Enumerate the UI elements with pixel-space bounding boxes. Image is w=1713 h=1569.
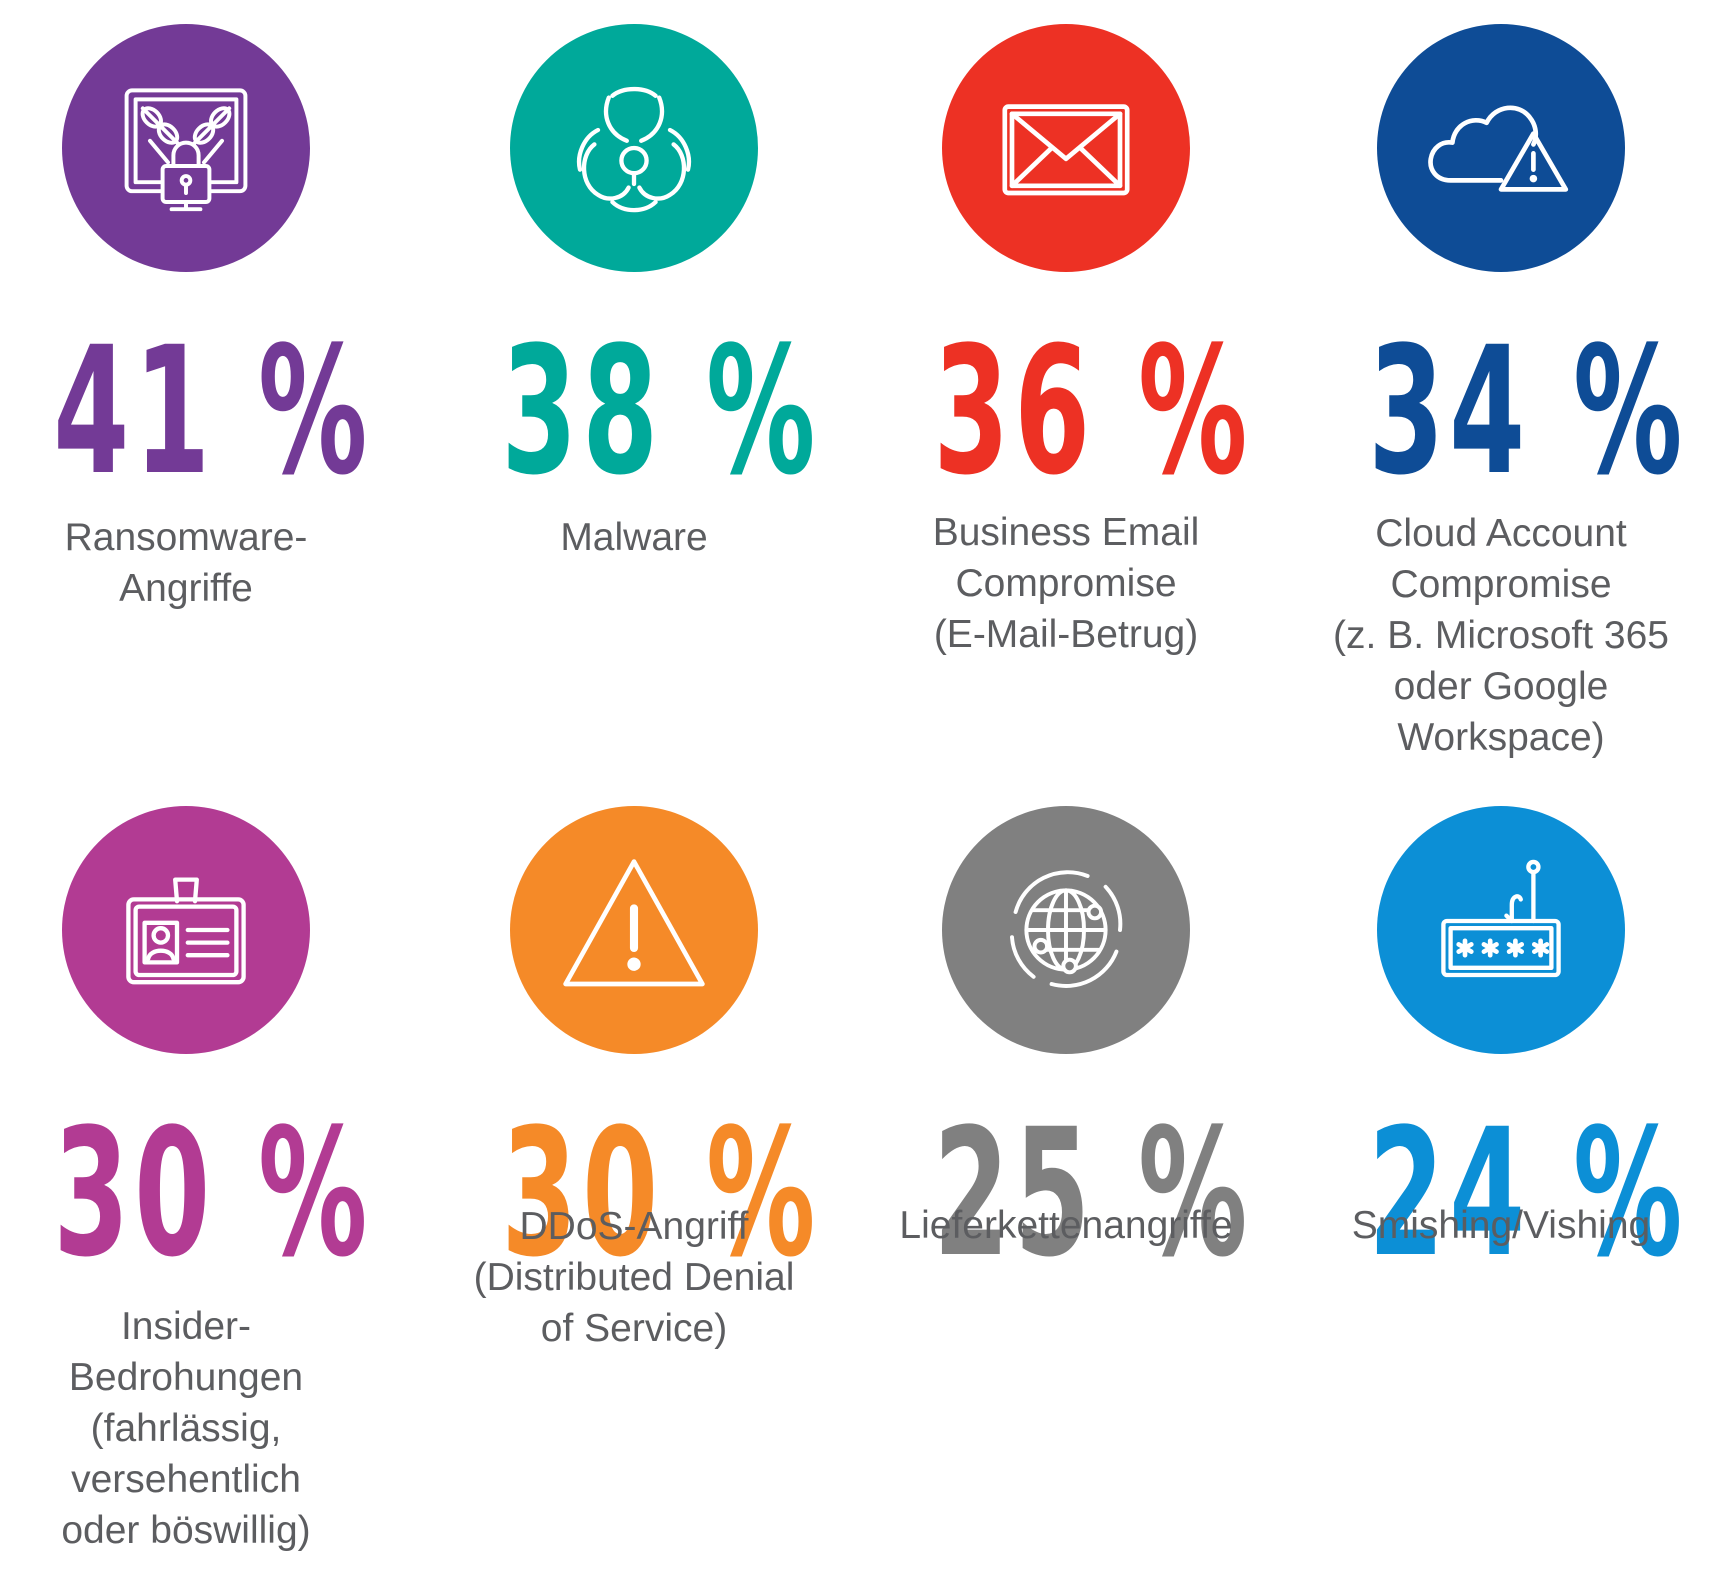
threat-label: Lieferkettenangriffe (899, 1204, 1233, 1247)
threat-label: Smishing/Vishing (1351, 1204, 1651, 1247)
warning-triangle-icon (563, 859, 705, 987)
id-badge-icon (126, 877, 246, 985)
percentage-value: 36 % (933, 309, 1253, 514)
icon-circle (942, 806, 1190, 1054)
phishing-password-icon (1441, 859, 1561, 978)
threat-label: Cloud Account Compromise (z. B. Microsof… (1333, 512, 1669, 759)
percentage-value: 25 % (933, 1091, 1253, 1296)
threat-label: Ransomware- Angriffe (64, 516, 308, 610)
percentage-value: 30 % (501, 1091, 821, 1296)
icon-circle (510, 806, 758, 1054)
threat-label: DDoS-Angriff (Distributed Denial of Serv… (473, 1205, 795, 1350)
icon-circle (1377, 806, 1625, 1054)
threat-label: Malware (560, 516, 708, 559)
percentage-value: 38 % (501, 309, 821, 514)
percentage-value: 30 % (53, 1091, 373, 1296)
icon-circle (510, 24, 758, 272)
threat-label: Insider- Bedrohungen (fahrlässig, verseh… (61, 1305, 311, 1552)
icon-circle (1377, 24, 1625, 272)
percentage-value: 41 % (53, 309, 373, 514)
biohazard-icon (576, 86, 692, 213)
icon-circle (942, 24, 1190, 272)
icon-circle (62, 24, 310, 272)
percentage-value: 24 % (1368, 1091, 1688, 1296)
envelope-icon (1002, 104, 1130, 196)
threat-label: Business Email Compromise (E-Mail-Betrug… (932, 511, 1200, 656)
icon-circle (62, 806, 310, 1054)
network-globe-icon (1010, 870, 1123, 988)
cloud-warning-icon (1428, 105, 1569, 192)
locked-monitor-chains-icon (124, 88, 248, 212)
percentage-value: 34 % (1368, 309, 1688, 514)
